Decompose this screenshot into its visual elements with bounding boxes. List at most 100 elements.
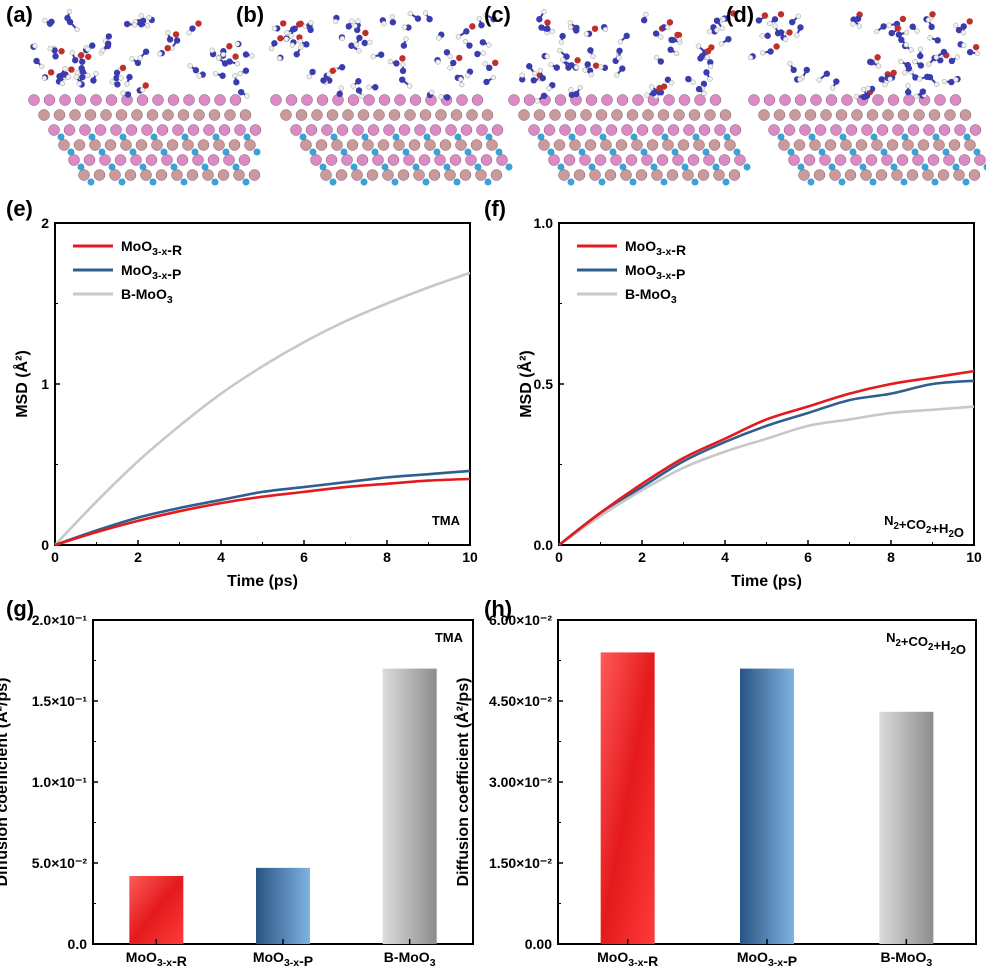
slab-atom <box>234 124 246 136</box>
nitrogen-atom <box>463 28 470 35</box>
hydrogen-atom <box>350 83 356 89</box>
hydrogen-atom <box>381 20 387 27</box>
hydrogen-atom <box>109 79 115 85</box>
mo-atom <box>692 133 700 141</box>
hydrogen-atom <box>124 81 130 87</box>
hydrogen-atom <box>719 25 725 31</box>
nitrogen-atom <box>912 74 919 81</box>
slab-atom <box>155 169 168 181</box>
slab-atom <box>704 109 716 121</box>
hydrogen-atom <box>74 70 80 76</box>
bar-B-MoO3 <box>382 668 437 944</box>
y-tick-label: 1.0 <box>534 215 554 231</box>
hydrogen-atom <box>100 47 106 54</box>
slab-atom <box>481 109 494 121</box>
slab-atom <box>172 124 184 136</box>
nitrogen-atom <box>126 73 133 81</box>
slab-atom <box>844 169 857 181</box>
hydrogen-atom <box>926 61 932 67</box>
slab-atom <box>470 139 483 151</box>
slab-atom <box>656 154 669 166</box>
slab-atom <box>68 154 80 166</box>
nitrogen-atom <box>124 91 132 98</box>
hydrogen-atom <box>644 92 650 98</box>
hydrogen-atom <box>583 31 589 37</box>
mo-atom <box>932 133 940 141</box>
nitrogen-atom <box>923 73 931 81</box>
slab-atom <box>136 94 149 106</box>
slab-atom <box>876 124 889 136</box>
y-tick-label: 0 <box>41 537 49 553</box>
slab-atom <box>840 139 852 151</box>
hydrogen-atom <box>701 90 707 97</box>
mo-atom <box>650 163 658 171</box>
hydrogen-atom <box>249 53 255 59</box>
nitrogen-atom <box>960 23 967 30</box>
nitrogen-atom <box>790 66 797 74</box>
mo-atom <box>609 148 617 156</box>
bar-MoO3-x-R <box>600 652 655 944</box>
legend-label: MoO3-x-R <box>121 238 182 258</box>
slab-atom <box>124 169 137 181</box>
slab-atom <box>300 139 312 151</box>
y-tick-label: 1.0×10⁻¹ <box>32 774 88 790</box>
slab-atom <box>490 169 503 181</box>
hydrogen-atom <box>567 20 573 26</box>
hydrogen-atom <box>403 36 409 42</box>
mo-atom <box>149 178 157 186</box>
slab-atom <box>100 109 112 121</box>
oxygen-atom <box>674 31 681 39</box>
slab-atom <box>192 154 204 166</box>
hydrogen-atom <box>917 46 924 52</box>
slab-atom <box>558 169 570 181</box>
x-tick-label: 4 <box>721 549 729 565</box>
slab-atom <box>953 169 965 181</box>
slab-atom <box>663 94 675 106</box>
chart-h-diffusion-gas: 0.00 1.50×10⁻² 3.00×10⁻² 4.50×10⁻² 6.00×10⁻²… <box>453 612 977 969</box>
snapshot-panels <box>28 8 986 186</box>
nitrogen-atom <box>667 46 674 53</box>
hydrogen-atom <box>215 55 222 61</box>
mo-atom <box>319 163 327 171</box>
slab-atom <box>783 124 796 136</box>
slab-atom <box>728 169 741 181</box>
hydrogen-atom <box>933 54 939 60</box>
mo-atom <box>495 148 503 156</box>
nitrogen-atom <box>657 58 665 65</box>
oxygen-atom <box>232 53 239 60</box>
hydrogen-atom <box>352 23 358 29</box>
mo-atom <box>870 133 878 141</box>
slab-atom <box>798 169 810 181</box>
nitrogen-atom <box>878 76 885 83</box>
oxygen-atom <box>544 19 551 26</box>
oxygen-atom <box>47 69 55 76</box>
slab-atom <box>641 154 653 166</box>
slab-atom <box>480 154 493 166</box>
hydrogen-atom <box>673 50 680 56</box>
slab-atom <box>673 109 685 121</box>
slab-atom <box>841 94 853 106</box>
slab-atom <box>356 154 369 166</box>
mo-atom <box>712 163 720 171</box>
nitrogen-atom <box>544 25 551 32</box>
oxygen-atom <box>119 64 127 72</box>
slab-atom <box>835 109 848 121</box>
nitrogen-atom <box>764 32 771 39</box>
hydrogen-atom <box>598 64 604 70</box>
slab-atom <box>198 94 211 106</box>
nitrogen-atom <box>767 48 774 55</box>
slab-atom <box>53 109 66 121</box>
hydrogen-atom <box>669 80 675 86</box>
slab-atom <box>651 169 663 181</box>
slab-atom <box>311 109 323 121</box>
slab-atom <box>610 154 622 166</box>
nitrogen-atom <box>519 76 526 83</box>
slab-atom <box>403 154 415 166</box>
slab-atom <box>949 94 962 106</box>
y-axis-title: MSD (Å²) <box>12 350 31 418</box>
mo-atom <box>242 178 250 186</box>
hydrogen-atom <box>873 28 880 35</box>
slab-atom <box>917 139 930 151</box>
nitrogen-atom <box>113 74 120 82</box>
nitrogen-atom <box>466 42 473 49</box>
